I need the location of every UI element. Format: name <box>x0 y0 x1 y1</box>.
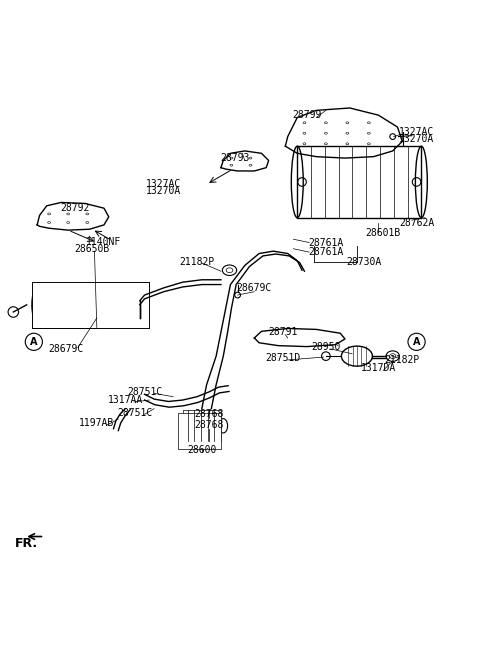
Text: A: A <box>30 337 37 346</box>
Text: FR.: FR. <box>15 536 38 550</box>
Text: 28768: 28768 <box>194 409 224 419</box>
Text: 28650B: 28650B <box>74 244 110 253</box>
Text: 1197AB: 1197AB <box>79 418 114 428</box>
Text: 28762A: 28762A <box>399 217 434 227</box>
Text: 28601B: 28601B <box>366 228 401 238</box>
Bar <box>37 287 140 323</box>
Text: 1317DA: 1317DA <box>361 363 396 373</box>
Text: 28761A: 28761A <box>308 238 344 248</box>
Bar <box>33 282 149 328</box>
Text: 28751C: 28751C <box>118 409 153 419</box>
Text: 28679C: 28679C <box>48 344 84 354</box>
Text: 1327AC: 1327AC <box>399 127 434 137</box>
Text: 1327AC: 1327AC <box>146 179 181 189</box>
Text: 28768: 28768 <box>194 421 224 430</box>
Text: 28730A: 28730A <box>347 257 382 267</box>
Text: 21182P: 21182P <box>384 355 420 365</box>
Text: 28600: 28600 <box>187 445 216 455</box>
Text: 28761A: 28761A <box>308 247 344 257</box>
Text: 28679C: 28679C <box>237 284 272 293</box>
Text: 1140NF: 1140NF <box>85 236 120 246</box>
Text: 28791: 28791 <box>268 328 298 337</box>
Text: 13270A: 13270A <box>399 134 434 144</box>
Bar <box>178 413 221 449</box>
Text: 28950: 28950 <box>311 342 341 352</box>
Text: 28751C: 28751C <box>127 387 162 397</box>
Text: 1317AA: 1317AA <box>108 395 143 405</box>
Text: 21182P: 21182P <box>180 257 215 267</box>
Text: 28793: 28793 <box>220 153 250 163</box>
Text: 28792: 28792 <box>60 203 90 213</box>
Text: 28799: 28799 <box>292 110 322 120</box>
Bar <box>183 410 221 441</box>
Text: 28751D: 28751D <box>265 352 300 363</box>
Bar <box>297 146 421 217</box>
Text: A: A <box>413 337 420 346</box>
Text: 13270A: 13270A <box>146 187 181 196</box>
